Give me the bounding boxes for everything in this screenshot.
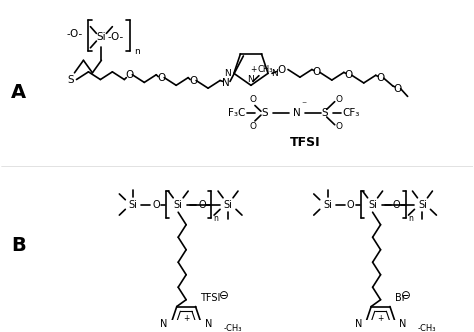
Text: +: +	[377, 314, 384, 323]
Text: N: N	[271, 69, 277, 78]
Text: +: +	[250, 65, 256, 74]
Text: -O-: -O-	[107, 32, 124, 42]
Text: O: O	[153, 200, 160, 209]
Text: ⊖: ⊖	[401, 290, 410, 302]
Text: Si: Si	[418, 200, 427, 209]
Text: CF₃: CF₃	[342, 108, 359, 118]
Text: O: O	[347, 200, 355, 209]
Text: -CH₃: -CH₃	[418, 324, 436, 332]
Text: S: S	[262, 108, 268, 118]
Text: O: O	[313, 67, 321, 77]
Text: ⊖: ⊖	[219, 290, 229, 302]
Text: N: N	[247, 75, 255, 84]
Text: O: O	[157, 73, 165, 83]
Text: Si: Si	[323, 200, 332, 209]
Text: O: O	[335, 122, 342, 131]
Text: Si: Si	[368, 200, 377, 209]
Text: O: O	[125, 70, 134, 80]
Text: N: N	[160, 319, 168, 329]
Text: n: n	[214, 214, 219, 223]
Text: -O-: -O-	[66, 29, 82, 40]
Text: Br: Br	[394, 293, 405, 303]
Text: S: S	[321, 108, 328, 118]
Text: Si: Si	[224, 200, 232, 209]
Text: -CH₃: -CH₃	[223, 324, 242, 332]
Text: N: N	[399, 319, 406, 329]
Text: CH₃: CH₃	[257, 65, 273, 74]
Text: TFSI: TFSI	[290, 135, 320, 148]
Text: N: N	[225, 69, 231, 78]
Text: O: O	[335, 95, 342, 104]
Text: O: O	[249, 122, 256, 131]
Text: TFSI: TFSI	[200, 293, 220, 303]
Text: O: O	[189, 75, 197, 86]
Text: N: N	[222, 78, 230, 88]
Text: O: O	[393, 84, 402, 94]
Text: N: N	[205, 319, 212, 329]
Text: O: O	[376, 73, 385, 83]
Text: A: A	[11, 83, 26, 102]
Text: N: N	[293, 108, 301, 118]
Text: O: O	[345, 70, 353, 80]
Text: B: B	[11, 236, 26, 255]
Text: O: O	[393, 200, 401, 209]
Text: O: O	[198, 200, 206, 209]
Text: Si: Si	[97, 32, 106, 42]
Text: O: O	[249, 95, 256, 104]
Text: N: N	[355, 319, 362, 329]
Text: O: O	[278, 64, 286, 74]
Text: ⁻: ⁻	[301, 101, 306, 111]
Text: S: S	[67, 75, 74, 85]
Text: Si: Si	[129, 200, 138, 209]
Text: Si: Si	[174, 200, 182, 209]
Text: n: n	[135, 47, 140, 56]
Text: n: n	[408, 214, 413, 223]
Text: F₃C: F₃C	[228, 108, 246, 118]
Text: +: +	[183, 314, 189, 323]
